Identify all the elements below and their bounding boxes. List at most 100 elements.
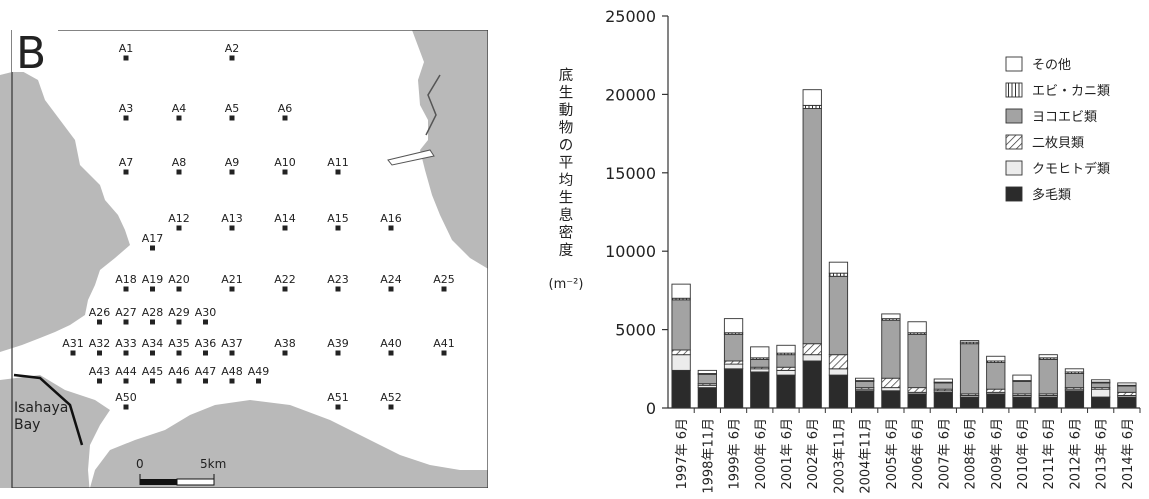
station-dot [123, 350, 129, 356]
station-dot [229, 115, 235, 121]
y-axis-label-char: 動 [559, 102, 574, 119]
x-tick-label: 2010年 6月 [1016, 418, 1031, 490]
bar-segment [1117, 391, 1137, 396]
station-label: A1 [119, 42, 134, 55]
station-dot [229, 225, 235, 231]
station-marker: A19 [142, 273, 164, 292]
station-label: A14 [274, 212, 296, 225]
bar-segment [855, 380, 875, 389]
bar-segment [1038, 358, 1058, 395]
bar-stack [907, 321, 927, 409]
bar-segment [986, 388, 1006, 393]
bar-segment [723, 363, 744, 370]
station-dot [123, 169, 129, 175]
station-dot [123, 404, 129, 410]
breakwater [425, 74, 441, 136]
station-dot [70, 350, 76, 356]
station-dot [150, 245, 155, 251]
y-tick-label: 20000 [605, 85, 656, 104]
bar-segment [881, 377, 901, 389]
bar-segment [1012, 380, 1032, 395]
y-axis-unit: (m⁻²) [549, 277, 584, 292]
bars [671, 89, 1141, 413]
bar-segment [881, 319, 901, 379]
bar-segment [697, 373, 717, 385]
scale-label-5km: 5km [200, 457, 226, 471]
station-marker: A24 [380, 273, 402, 292]
y-axis-label-char: 生 [559, 85, 574, 102]
panel-letter: B [16, 28, 46, 79]
station-label: A35 [168, 337, 190, 350]
station-marker: A12 [168, 212, 190, 231]
station-dot [203, 350, 208, 356]
station-label: A46 [168, 365, 190, 378]
station-marker: A27 [115, 306, 137, 325]
x-tick-label: 2009年 6月 [990, 418, 1005, 490]
station-marker: A51 [327, 391, 349, 410]
bar-segment [802, 343, 822, 356]
station-label: A34 [142, 337, 164, 350]
station-dot [388, 404, 394, 410]
station-label: A15 [327, 212, 349, 225]
bar-segment [671, 283, 691, 299]
y-tick-label: 10000 [605, 242, 656, 261]
bar-stack [750, 346, 770, 409]
legend-swatch [1005, 186, 1023, 202]
station-label: A12 [168, 212, 190, 225]
station-marker: A37 [221, 337, 243, 356]
station-dot [335, 225, 341, 231]
x-tick-label: 2005年 6月 [885, 418, 900, 490]
legend-item: その他 [1005, 56, 1071, 73]
station-label: A51 [327, 391, 349, 404]
station-label: A22 [274, 273, 296, 286]
station-label: A39 [327, 337, 349, 350]
map-top-margin [0, 0, 500, 30]
bar-stack [881, 313, 901, 409]
bar-segment [776, 374, 796, 409]
station-label: A24 [380, 273, 402, 286]
bar-segment [802, 108, 822, 345]
station-marker: A40 [380, 337, 402, 356]
station-marker: A16 [380, 212, 402, 231]
legend-swatch [1005, 160, 1023, 176]
bar-segment [855, 377, 875, 382]
x-tick-label: 2011年 6月 [1042, 418, 1057, 490]
x-tick-label: 2012年 6月 [1068, 418, 1083, 490]
station-marker: A48 [221, 365, 243, 384]
bar-segment [802, 354, 822, 362]
legend-swatch [1005, 108, 1023, 124]
y-tick-label: 25000 [605, 7, 656, 26]
bar-segment [1117, 382, 1137, 386]
station-dot [97, 319, 102, 325]
x-tick-label: 2001年 6月 [780, 418, 795, 490]
bar-segment [1038, 396, 1058, 409]
y-axis-label-char: 均 [559, 172, 574, 189]
station-label: A31 [62, 337, 84, 350]
x-tick-label: 2014年 6月 [1121, 418, 1136, 490]
station-marker: A50 [115, 391, 137, 410]
station-marker: A32 [89, 337, 110, 356]
bar-segment [1038, 354, 1058, 359]
y-axis-label-char: 息 [559, 207, 574, 224]
station-dot [388, 225, 394, 231]
bar-stack [986, 355, 1006, 409]
station-dot [388, 286, 394, 292]
station-dot [256, 378, 261, 384]
station-label: A2 [225, 42, 240, 55]
stations-layer: A1 A2 A3 A4 A5 A6 A7 A8 A9 A10 A11 A12 A13 A14 A15 A16 A… [62, 42, 455, 410]
station-marker: A44 [115, 365, 137, 384]
bar-segment [750, 346, 770, 359]
x-tick-label: 2013年 6月 [1095, 418, 1110, 490]
station-label: A3 [119, 102, 134, 115]
station-marker: A41 [433, 337, 455, 356]
legend-swatch [1005, 56, 1023, 72]
bar-segment [959, 343, 980, 395]
legend-label: ヨコエビ類 [1032, 110, 1097, 125]
bar-stack [723, 318, 744, 409]
bar-stack [1012, 374, 1032, 409]
station-label: A19 [142, 273, 164, 286]
legend-item: クモヒトデ類 [1005, 160, 1110, 177]
station-dot [229, 286, 235, 292]
station-marker: A21 [221, 273, 243, 292]
